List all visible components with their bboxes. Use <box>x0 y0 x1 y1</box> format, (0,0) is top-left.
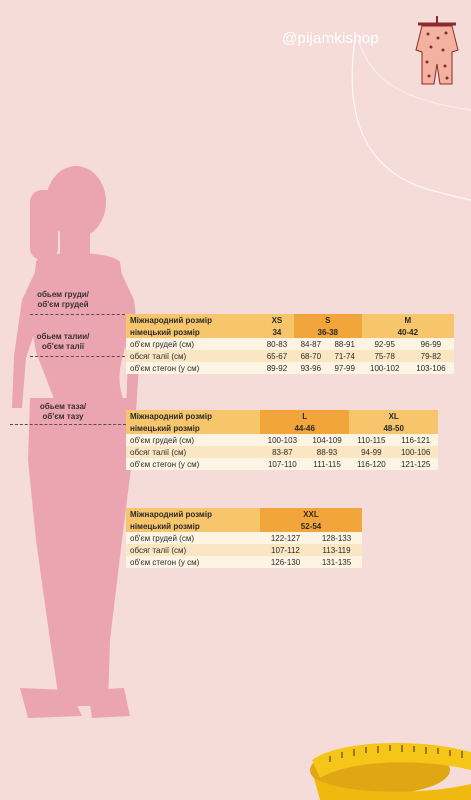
size-code: L <box>260 410 350 422</box>
cell-value: 126-130 <box>260 556 311 568</box>
de-size-code: 52-54 <box>260 520 362 532</box>
cell-value: 100-103 <box>260 434 305 446</box>
cell-value: 97-99 <box>327 362 362 374</box>
cell-value: 89-92 <box>260 362 294 374</box>
cell-value: 128-133 <box>311 532 362 544</box>
row-label: обсяг талії (см) <box>126 350 260 362</box>
cell-value: 88-93 <box>304 446 350 458</box>
cell-value: 103-106 <box>407 362 454 374</box>
cell-value: 107-110 <box>260 458 305 470</box>
row-label: обсяг талії (см) <box>126 446 260 458</box>
table-row: об'єм грудей (см) 80-83 84-87 88-91 92-9… <box>126 338 454 350</box>
table-row: об'єм грудей (см) 100-103 104-109 110-11… <box>126 434 438 446</box>
row-label: об'єм стегон (у см) <box>126 556 260 568</box>
cell-value: 107-112 <box>260 544 311 556</box>
cell-value: 93-96 <box>293 362 328 374</box>
size-table-xs-m: Міжнародний розмір XS S M німецький розм… <box>126 314 454 374</box>
cell-value: 96-99 <box>407 338 454 350</box>
size-code: M <box>361 314 454 326</box>
row-label: обсяг талії (см) <box>126 544 260 556</box>
hips-label: обьем таза/ об'єм тазу <box>39 402 87 421</box>
table-header-intl: Міжнародний розмір L XL <box>126 410 438 422</box>
cell-value: 88-91 <box>327 338 362 350</box>
hips-line <box>10 424 126 425</box>
table-header-de: німецький розмір 44-46 48-50 <box>126 422 438 434</box>
table-row: об'єм стегон (у см) 126-130 131-135 <box>126 556 362 568</box>
table-header-de: німецький розмір 52-54 <box>126 520 362 532</box>
cell-value: 131-135 <box>311 556 362 568</box>
table-row: обсяг талії (см) 83-87 88-93 94-99 100-1… <box>126 446 438 458</box>
intl-size-label: Міжнародний розмір <box>126 410 260 422</box>
table-row: обсяг талії (см) 65-67 68-70 71-74 75-78… <box>126 350 454 362</box>
row-label: об'єм стегон (у см) <box>126 458 260 470</box>
cell-value: 116-120 <box>349 458 394 470</box>
waist-label: обьем талии/ об'єм талії <box>36 332 90 351</box>
intl-size-label: Міжнародний розмір <box>126 508 260 520</box>
pajama-logo-icon <box>415 16 459 85</box>
table-row: обсяг талії (см) 107-112 113-119 <box>126 544 362 556</box>
row-label: об'єм грудей (см) <box>126 434 260 446</box>
de-size-code: 40-42 <box>361 326 454 338</box>
cell-value: 83-87 <box>260 446 305 458</box>
cell-value: 68-70 <box>293 350 328 362</box>
cell-value: 94-99 <box>349 446 394 458</box>
chest-line <box>30 314 130 315</box>
cell-value: 80-83 <box>260 338 294 350</box>
table-row: об'єм стегон (у см) 89-92 93-96 97-99 10… <box>126 362 454 374</box>
de-size-label: німецький розмір <box>126 520 260 532</box>
row-label: об'єм грудей (см) <box>126 338 260 350</box>
cell-value: 75-78 <box>361 350 408 362</box>
cell-value: 111-115 <box>304 458 350 470</box>
de-size-code: 44-46 <box>260 422 350 434</box>
row-label: об'єм стегон (у см) <box>126 362 260 374</box>
table-header-de: німецький розмір 34 36-38 40-42 <box>126 326 454 338</box>
shop-handle[interactable]: @pijamkishop <box>282 30 379 47</box>
table-row: об'єм стегон (у см) 107-110 111-115 116-… <box>126 458 438 470</box>
table-header-intl: Міжнародний розмір XXL <box>126 508 362 520</box>
chest-label: обьем груди/ об'єм грудей <box>37 290 89 309</box>
cell-value: 121-125 <box>393 458 438 470</box>
size-code: S <box>293 314 362 326</box>
size-table-l-xl: Міжнародний розмір L XL німецький розмір… <box>126 410 438 470</box>
cell-value: 104-109 <box>304 434 350 446</box>
de-size-code: 48-50 <box>349 422 438 434</box>
cell-value: 100-102 <box>361 362 408 374</box>
table-row: об'єм грудей (см) 122-127 128-133 <box>126 532 362 544</box>
cell-value: 71-74 <box>327 350 362 362</box>
size-table-xxl: Міжнародний розмір XXL німецький розмір … <box>126 508 362 568</box>
size-code: XL <box>349 410 438 422</box>
cell-value: 84-87 <box>293 338 328 350</box>
cell-value: 113-119 <box>311 544 362 556</box>
cell-value: 79-82 <box>407 350 454 362</box>
size-code: XXL <box>260 508 362 520</box>
cell-value: 65-67 <box>260 350 294 362</box>
intl-size-label: Міжнародний розмір <box>126 314 260 326</box>
cell-value: 122-127 <box>260 532 311 544</box>
cell-value: 116-121 <box>393 434 438 446</box>
de-size-label: німецький розмір <box>126 422 260 434</box>
cell-value: 92-95 <box>361 338 408 350</box>
measuring-tape-icon <box>310 742 471 800</box>
de-size-code: 36-38 <box>293 326 362 338</box>
de-size-label: німецький розмір <box>126 326 260 338</box>
waist-line <box>30 356 130 357</box>
de-size-code: 34 <box>260 326 294 338</box>
table-header-intl: Міжнародний розмір XS S M <box>126 314 454 326</box>
cell-value: 110-115 <box>349 434 394 446</box>
cell-value: 100-106 <box>393 446 438 458</box>
row-label: об'єм грудей (см) <box>126 532 260 544</box>
size-code: XS <box>260 314 294 326</box>
